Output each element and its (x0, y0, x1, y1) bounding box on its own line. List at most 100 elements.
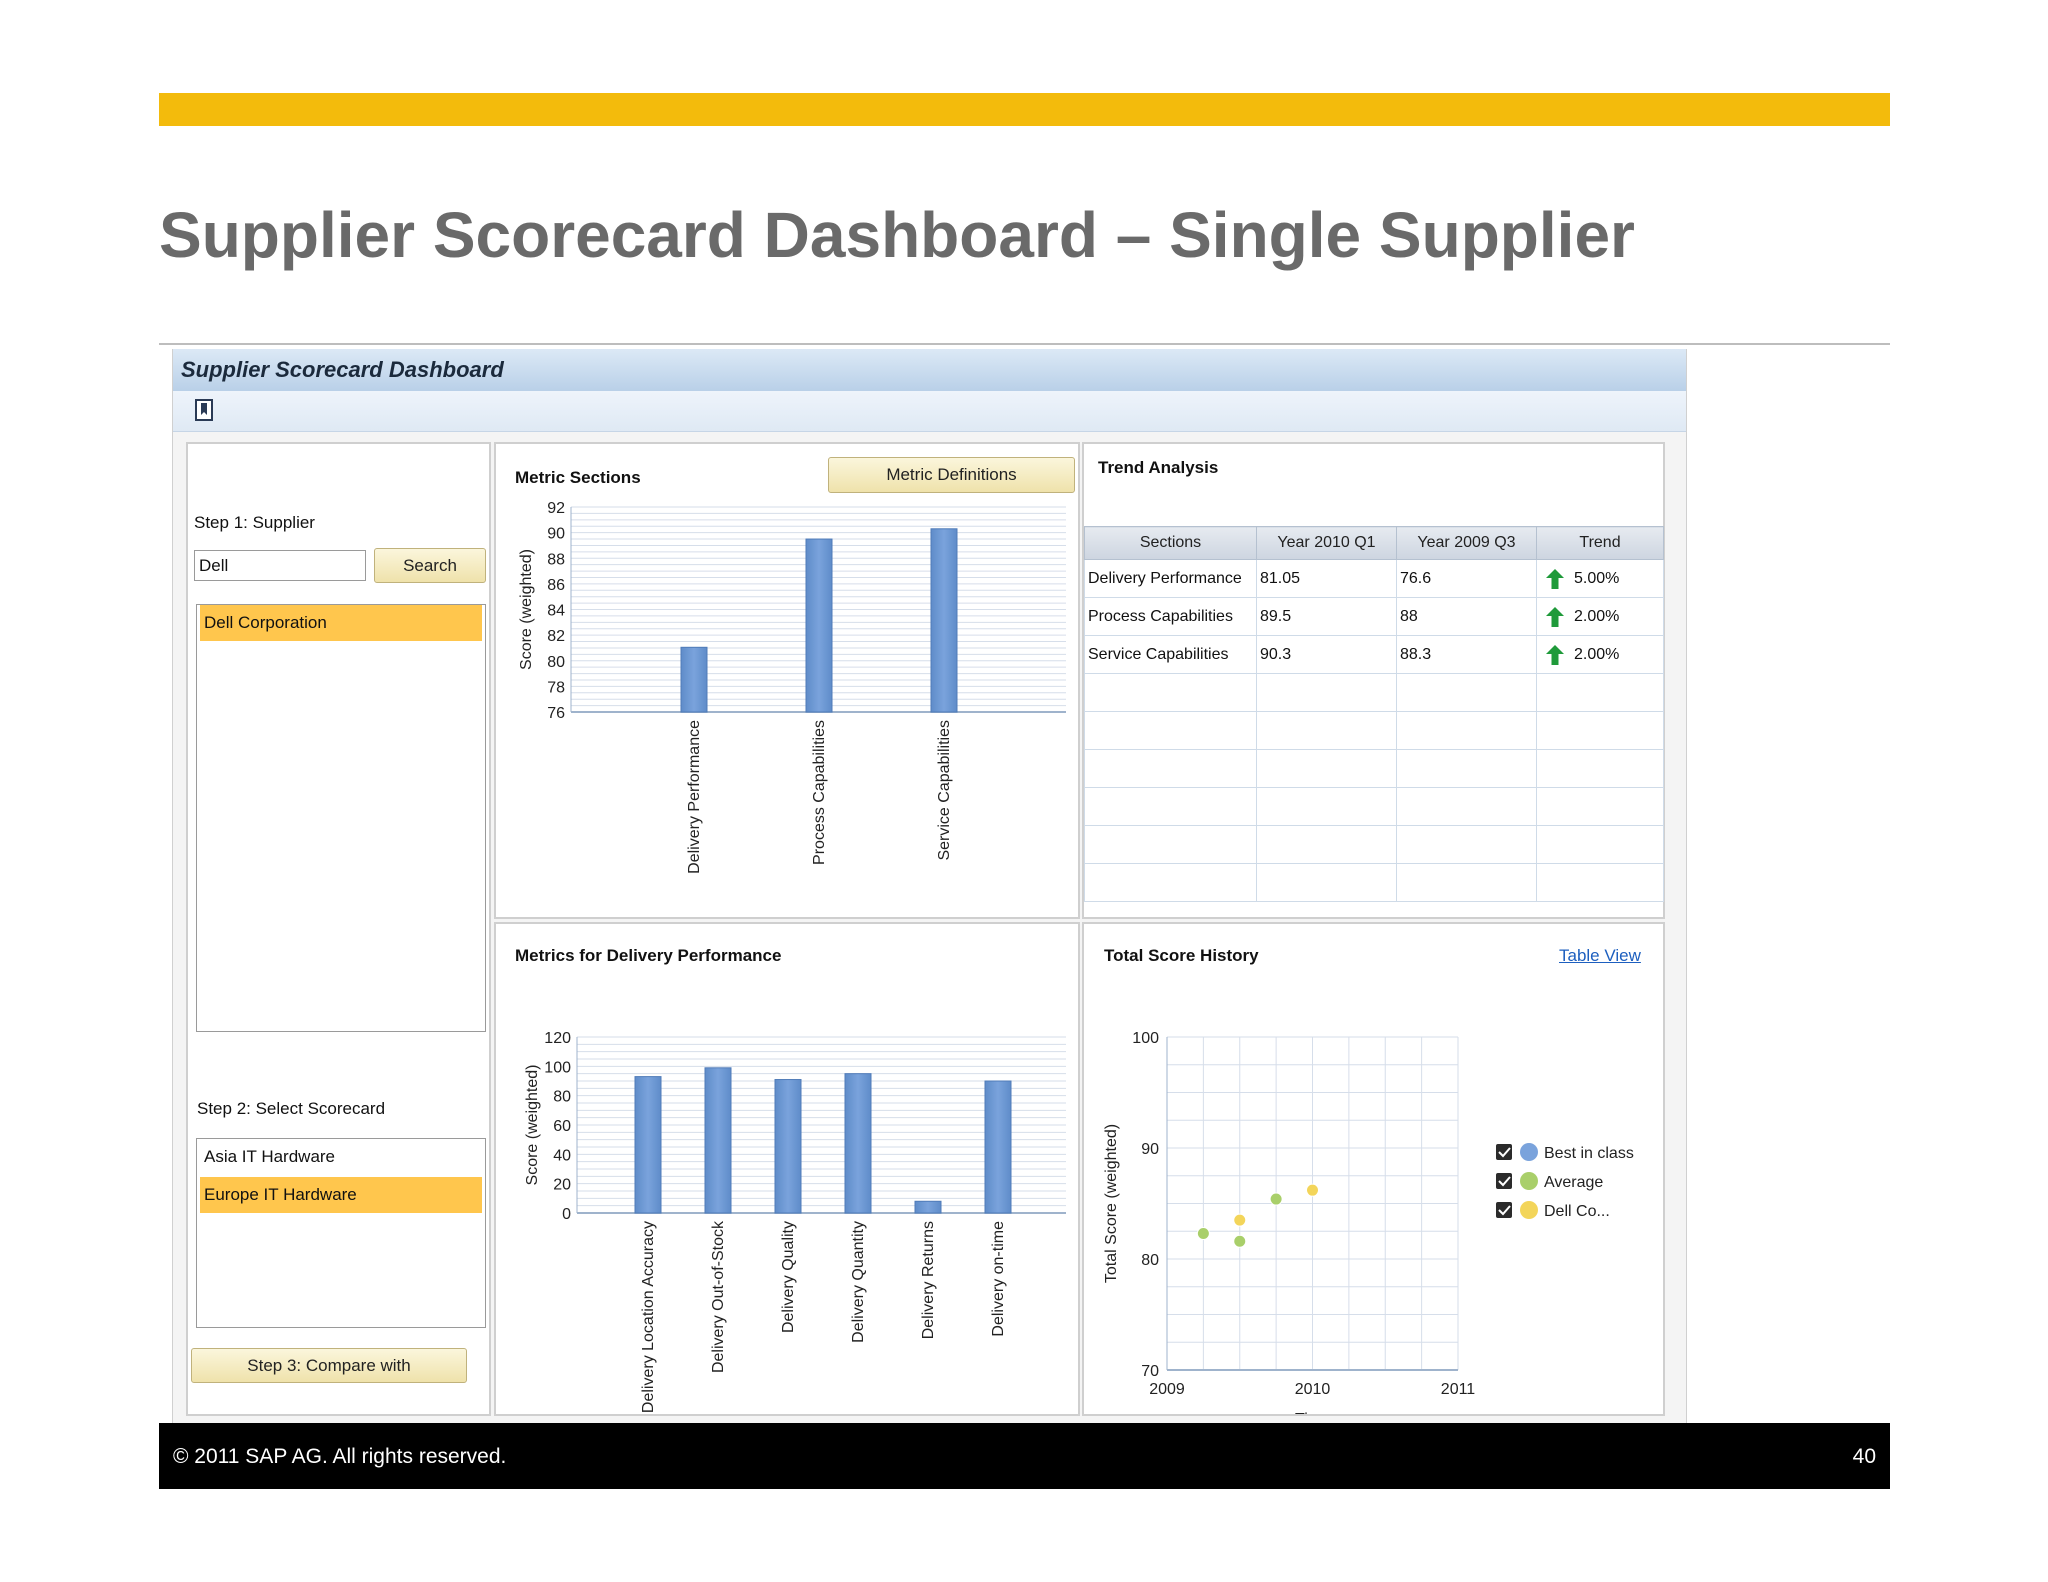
y-tick-label: 92 (547, 500, 565, 517)
slide-footer: © 2011 SAP AG. All rights reserved. 40 (159, 1423, 1890, 1489)
cell-section: Process Capabilities (1084, 597, 1257, 636)
table-row[interactable]: Service Capabilities 90.3 88.3 2.00% (1084, 635, 1664, 674)
x-tick-label: Process Capabilities (811, 720, 828, 865)
column-header-2009q3[interactable]: Year 2009 Q3 (1396, 526, 1537, 560)
cell-trend: 2.00% (1536, 635, 1664, 674)
x-tick-label: Delivery Returns (920, 1221, 937, 1339)
legend-checkbox[interactable] (1496, 1144, 1512, 1160)
trend-value: 2.00% (1574, 607, 1620, 625)
cell-section: Service Capabilities (1084, 635, 1257, 674)
cell-trend: 5.00% (1536, 559, 1664, 598)
y-tick-label: 84 (547, 603, 565, 620)
title-separator (159, 343, 1890, 345)
slide-title: Supplier Scorecard Dashboard – Single Su… (159, 199, 1635, 271)
cell-section: Delivery Performance (1084, 559, 1257, 598)
delivery-metrics-panel: Metrics for Delivery Performance 120 100 8… (494, 922, 1080, 1416)
empty-cell (1084, 749, 1257, 788)
compare-with-button[interactable]: Step 3: Compare with (191, 1348, 467, 1383)
empty-cell (1536, 863, 1664, 902)
supplier-search-input[interactable] (194, 550, 366, 581)
scorecard-item[interactable]: Asia IT Hardware (204, 1147, 336, 1166)
empty-cell (1256, 711, 1397, 750)
y-axis-label: Score (weighted) (524, 1065, 541, 1186)
supplier-results-list[interactable]: Dell Corporation (196, 604, 486, 1032)
trend-analysis-panel: Trend Analysis Sections Year 2010 Q1 Yea… (1082, 442, 1665, 919)
legend-label: Average (1544, 1174, 1603, 1191)
x-tick-label: Delivery Location Accuracy (640, 1221, 657, 1413)
column-header-sections[interactable]: Sections (1084, 526, 1257, 560)
cell-trend: 2.00% (1536, 597, 1664, 636)
delivery-metrics-chart: 120 100 80 60 40 20 0 Score (weighted) Delivery … (524, 1030, 1066, 1413)
y-tick-label: 120 (544, 1030, 571, 1047)
table-view-link[interactable]: Table View (1559, 946, 1641, 965)
bar (914, 1200, 942, 1214)
empty-cell (1256, 825, 1397, 864)
bar (844, 1073, 872, 1214)
y-tick-label: 78 (547, 679, 565, 696)
app-toolbar (173, 391, 1686, 432)
empty-cell (1256, 749, 1397, 788)
legend-marker (1520, 1201, 1538, 1219)
empty-cell (1536, 711, 1664, 750)
supplier-selection-panel: Step 1: Supplier Search Dell Corporation… (186, 442, 491, 1416)
y-tick-label: 80 (547, 654, 565, 671)
data-point (1233, 1213, 1247, 1227)
column-header-2010q1[interactable]: Year 2010 Q1 (1256, 526, 1397, 560)
y-tick-label: 76 (547, 705, 565, 722)
legend-marker (1520, 1143, 1538, 1161)
scorecard-item[interactable]: Europe IT Hardware (200, 1177, 482, 1213)
bar (704, 1067, 732, 1214)
legend-label: Best in class (1544, 1145, 1634, 1162)
y-tick-label: 60 (553, 1118, 571, 1135)
cell-2010q1: 81.05 (1256, 559, 1397, 598)
checkmark-icon (1498, 1147, 1511, 1158)
empty-cell (1396, 863, 1537, 902)
bar (774, 1079, 802, 1214)
empty-table-row (1084, 673, 1664, 712)
legend-checkbox[interactable] (1496, 1202, 1512, 1218)
data-point (1196, 1226, 1210, 1240)
table-row[interactable]: Delivery Performance 81.05 76.6 5.00% (1084, 559, 1664, 598)
y-tick-label: 80 (1141, 1252, 1159, 1269)
empty-cell (1536, 673, 1664, 712)
empty-cell (1256, 863, 1397, 902)
empty-table-row (1084, 787, 1664, 826)
table-row[interactable]: Process Capabilities 89.5 88 2.00% (1084, 597, 1664, 636)
y-axis-label: Score (weighted) (518, 549, 535, 670)
y-tick-label: 20 (553, 1177, 571, 1194)
cell-2010q1: 90.3 (1256, 635, 1397, 674)
bookmark-icon[interactable] (195, 399, 213, 421)
supplier-result-item[interactable]: Dell Corporation (200, 605, 482, 641)
empty-table-row (1084, 825, 1664, 864)
empty-cell (1396, 825, 1537, 864)
cell-2009q3: 88 (1396, 597, 1537, 636)
column-header-trend[interactable]: Trend (1536, 526, 1664, 560)
empty-cell (1396, 673, 1537, 712)
x-tick-label: Delivery on-time (990, 1221, 1007, 1337)
empty-cell (1084, 825, 1257, 864)
legend-checkbox[interactable] (1496, 1173, 1512, 1189)
search-button[interactable]: Search (374, 548, 486, 583)
y-tick-label: 100 (1132, 1030, 1159, 1047)
empty-cell (1084, 863, 1257, 902)
empty-cell (1396, 787, 1537, 826)
empty-cell (1084, 711, 1257, 750)
y-axis-label: Total Score (weighted) (1103, 1124, 1120, 1283)
bar (805, 538, 833, 713)
x-tick-label: Delivery Quality (780, 1221, 797, 1333)
y-tick-label: 90 (1141, 1141, 1159, 1158)
cell-2009q3: 76.6 (1396, 559, 1537, 598)
x-tick-label: 2009 (1149, 1381, 1185, 1398)
empty-table-row (1084, 749, 1664, 788)
bar (984, 1080, 1012, 1214)
empty-cell (1536, 825, 1664, 864)
x-tick-label: Delivery Quantity (850, 1221, 867, 1343)
y-tick-label: 88 (547, 551, 565, 568)
metric-definitions-button[interactable]: Metric Definitions (828, 457, 1075, 493)
empty-cell (1536, 749, 1664, 788)
step1-label: Step 1: Supplier (194, 513, 315, 532)
scorecard-list[interactable]: Asia IT Hardware Europe IT Hardware (196, 1138, 486, 1328)
total-score-history-title: Total Score History (1104, 946, 1259, 965)
empty-cell (1396, 749, 1537, 788)
